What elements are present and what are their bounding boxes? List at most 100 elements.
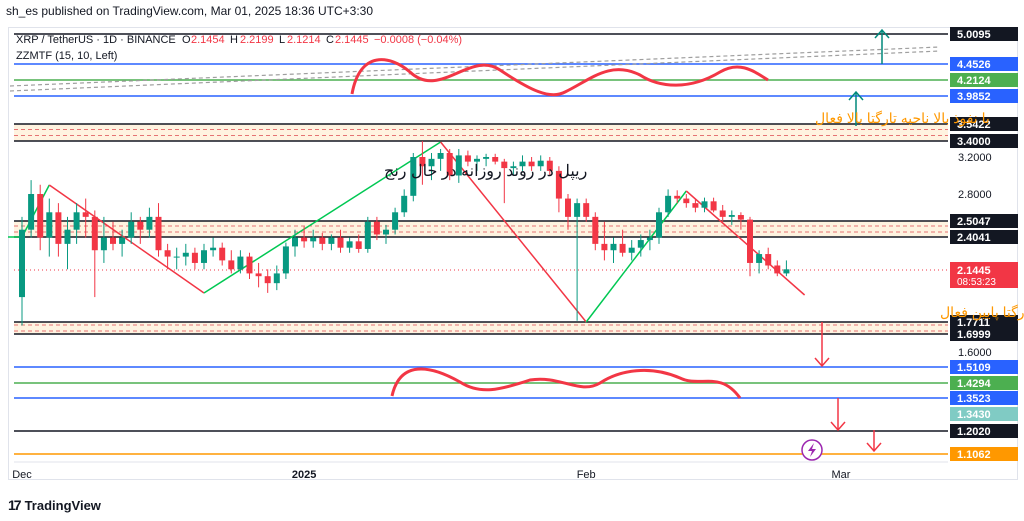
current-price-tag: 2.1445 (957, 265, 991, 277)
candle-body-37 (355, 241, 362, 249)
candle-body-61 (574, 203, 581, 217)
level-tag-12: 1.3523 (957, 393, 991, 405)
candle-body-46 (437, 153, 444, 159)
candle-body-49 (464, 155, 471, 162)
upper-wave (350, 58, 769, 97)
level-tag-8: 1.7711 (957, 317, 990, 329)
upper-target-annotation: با نفوذ بالا ناحیه تارگتا بالا فعال (815, 110, 990, 127)
tradingview-logo[interactable]: 17 TradingView (8, 497, 101, 513)
zone-2 (14, 322, 948, 334)
candle-body-48 (455, 155, 462, 176)
candle-body-21 (210, 247, 217, 251)
candle-body-44 (419, 157, 426, 167)
lower-target-annotation: با نفوذ به زیر ناحیه تارگتا پایین فعال (940, 304, 1024, 321)
candle-body-54 (510, 166, 517, 169)
level-tag-15: 1.1062 (957, 449, 991, 461)
level-tag-bg-1 (950, 57, 1018, 71)
range-annotation: ریپل در روند روزانه در حال رنج (384, 163, 587, 180)
countdown-tag: 08:53:23 (957, 277, 996, 288)
level-tag-2: 4.2124 (957, 75, 992, 87)
chart-frame (8, 27, 1018, 480)
level-tag-0: 5.0095 (957, 29, 991, 41)
level-tag-bg-2 (950, 73, 1018, 87)
down-arrow-3-head (866, 442, 882, 453)
candle-body-72 (674, 195, 681, 199)
legend-symbol: XRP / TetherUS · 1D · BINANCE (16, 34, 176, 46)
level-tag-bg-3 (950, 89, 1018, 103)
candle-body-30 (292, 237, 298, 247)
candle-body-23 (228, 260, 235, 270)
current-price-tag-bg (950, 262, 1018, 288)
candle-body-52 (492, 157, 499, 162)
up-arrow-2-head (848, 90, 864, 101)
legend-open: 2.1454 (191, 34, 225, 46)
legend-close: 2.1445 (335, 34, 369, 46)
candle-body-83 (774, 265, 781, 274)
candle-body-84 (783, 269, 790, 274)
candle-body-22 (219, 247, 226, 261)
lightning-icon[interactable] (801, 439, 823, 461)
candle-body-6 (73, 212, 80, 230)
legend-c-label: C (326, 34, 334, 46)
level-tag-4: 3.5422 (957, 119, 991, 131)
candle-body-58 (546, 160, 553, 171)
candle-body-27 (264, 276, 271, 284)
time-tick-3: Mar (832, 469, 851, 481)
level-tag-9: 1.6999 (957, 329, 991, 341)
time-tick-2: Feb (577, 469, 596, 481)
candle-body-81 (756, 254, 763, 263)
legend-l-label: L (279, 34, 285, 46)
zigzag-segment-1 (48, 184, 205, 294)
candle-body-5 (64, 229, 71, 244)
candle-body-56 (528, 161, 535, 167)
candle-body-9 (100, 237, 107, 251)
axis-tick-2: 1.6000 (958, 347, 992, 359)
level-tag-3: 3.9852 (957, 91, 991, 103)
candle-body-53 (501, 161, 508, 169)
down-arrow-1-head (814, 357, 830, 368)
candle-body-74 (692, 203, 699, 208)
candle-body-59 (555, 170, 562, 199)
tradingview-brand: TradingView (24, 497, 101, 513)
legend-o-label: O (182, 34, 191, 46)
legend-indicator[interactable]: ZZMTF (15, 10, Left) (16, 50, 117, 62)
target-arrows (814, 28, 890, 453)
candle-body-38 (364, 221, 371, 249)
candle-body-0 (19, 229, 25, 298)
candle-body-79 (737, 215, 744, 220)
candle-body-32 (310, 237, 317, 242)
candle-body-18 (182, 252, 189, 257)
level-tag-bg-4 (950, 117, 1018, 131)
candle-body-66 (619, 243, 626, 253)
candle-body-12 (128, 221, 135, 238)
level-tag-bg-7 (950, 230, 1018, 244)
level-tag-11: 1.4294 (957, 378, 992, 390)
candle-body-19 (191, 252, 198, 263)
candle-body-71 (665, 195, 672, 213)
candle-body-64 (601, 243, 608, 251)
time-tick-1: 2025 (292, 469, 316, 481)
candle-body-8 (91, 216, 98, 251)
level-tag-bg-10 (950, 360, 1018, 374)
level-tag-13: 1.3430 (957, 409, 991, 421)
zigzag-segment-0 (21, 184, 50, 238)
candle-body-28 (273, 273, 280, 284)
candle-body-68 (637, 240, 644, 248)
candle-body-60 (565, 198, 571, 217)
candle-body-2 (37, 194, 44, 238)
time-axis: Dec 2025 Feb Mar (12, 461, 948, 481)
candle-body-42 (401, 195, 408, 213)
candle-body-33 (319, 237, 326, 244)
candle-body-26 (255, 273, 262, 277)
publish-header: sh_es published on TradingView.com, Mar … (6, 4, 374, 18)
wave-drawings (350, 58, 769, 399)
candle-body-51 (483, 157, 490, 159)
candle-body-80 (747, 219, 753, 263)
zigzag-indicator (8, 141, 806, 323)
zone-1 (14, 221, 948, 237)
level-tag-5: 3.4000 (957, 136, 991, 148)
candle-body-39 (373, 221, 380, 235)
candle-body-1 (28, 194, 35, 230)
level-tag-bg-15 (950, 447, 1018, 461)
